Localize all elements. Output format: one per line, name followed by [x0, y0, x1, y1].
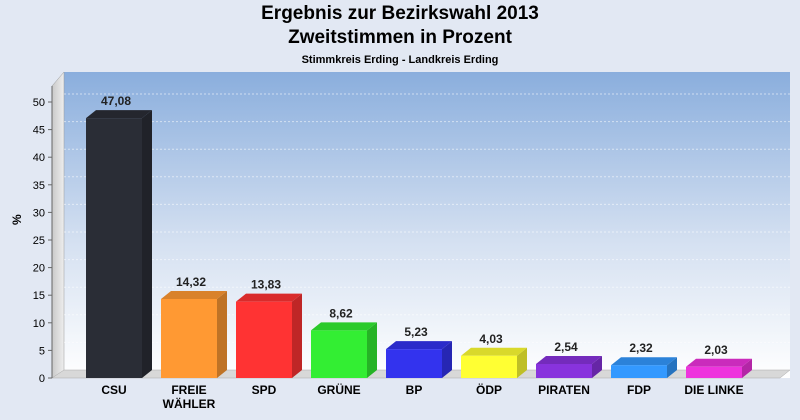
- bar-side: [517, 347, 527, 378]
- value-label: 47,08: [101, 94, 131, 108]
- y-tick-label: 45: [33, 125, 45, 137]
- y-tick-label: 50: [33, 97, 45, 109]
- x-tick-label: FREIE: [171, 383, 206, 397]
- chart-title: Ergebnis zur Bezirkswahl 2013: [261, 3, 539, 24]
- bar-front: [161, 298, 217, 378]
- value-labels: 47,08 14,32 13,83 8,62 5,23 4,03 2,54 2,32 2,03: [101, 94, 728, 357]
- bar-side: [217, 290, 227, 378]
- bars: [86, 110, 752, 378]
- y-axis-label: %: [10, 214, 24, 225]
- bar-csu: [86, 110, 152, 378]
- bar-side: [742, 358, 752, 378]
- value-label: 2,54: [554, 340, 578, 354]
- bar-bp: [386, 341, 452, 378]
- value-label: 5,23: [404, 325, 428, 339]
- x-tick-label: PIRATEN: [538, 383, 590, 397]
- value-label: 14,32: [176, 275, 206, 289]
- y-tick-label: 15: [33, 290, 45, 302]
- bar-side: [667, 357, 677, 378]
- bar-top: [311, 322, 377, 331]
- bar-die-linke: [686, 358, 752, 378]
- bar-side: [442, 341, 452, 378]
- bar-top: [461, 347, 527, 356]
- bar-front: [236, 301, 292, 378]
- x-tick-label: FDP: [627, 383, 651, 397]
- bar-front: [686, 366, 742, 378]
- left-wall: [51, 71, 65, 379]
- bar-side: [292, 293, 302, 378]
- bar-front: [311, 330, 367, 378]
- bar-side: [142, 110, 152, 378]
- value-label: 2,03: [704, 343, 728, 357]
- y-tick-label: 30: [33, 207, 45, 219]
- bar-top: [611, 357, 677, 366]
- bar-fdp: [611, 357, 677, 378]
- y-tick-label: 35: [33, 180, 45, 192]
- bar-top: [236, 293, 302, 302]
- bar-ödp: [461, 347, 527, 378]
- bar-front: [611, 365, 667, 378]
- value-label: 4,03: [479, 332, 503, 346]
- bar-grüne: [311, 322, 377, 378]
- y-tick-label: 10: [33, 318, 45, 330]
- x-tick-label: DIE LINKE: [684, 383, 743, 397]
- x-tick-label: SPD: [252, 383, 277, 397]
- y-tick-label: 5: [39, 345, 45, 357]
- bar-top: [686, 358, 752, 367]
- chart-subtitle: Zweitstimmen in Prozent: [288, 27, 512, 48]
- bar-top: [86, 110, 152, 119]
- bar-top: [536, 355, 602, 364]
- y-tick-label: 40: [33, 152, 45, 164]
- y-tick-label: 0: [39, 373, 45, 385]
- bar-front: [461, 355, 517, 378]
- x-tick-label: BP: [406, 383, 423, 397]
- value-label: 13,83: [251, 278, 281, 292]
- bar-side: [592, 355, 602, 378]
- x-tick-label: CSU: [101, 383, 126, 397]
- bar-spd: [236, 293, 302, 378]
- chart-subsubtitle: Stimmkreis Erding - Landkreis Erding: [301, 54, 499, 66]
- x-tick-label: WÄHLER: [163, 396, 216, 411]
- y-tick-label: 25: [33, 235, 45, 247]
- value-label: 8,62: [329, 306, 353, 320]
- bar-front: [86, 118, 142, 378]
- bar-freie-wähler: [161, 290, 227, 378]
- value-label: 2,32: [629, 341, 653, 355]
- bar-piraten: [536, 355, 602, 378]
- bar-top: [161, 290, 227, 299]
- x-tick-label: ÖDP: [476, 382, 502, 397]
- bar-front: [386, 349, 442, 378]
- bar-front: [536, 363, 592, 378]
- y-axis: 0 5 10 15 20 25 30 35 40 45 50: [33, 86, 53, 385]
- bar-side: [367, 322, 377, 378]
- bar-top: [386, 341, 452, 350]
- y-tick-label: 20: [33, 263, 45, 275]
- x-tick-label: GRÜNE: [317, 382, 360, 397]
